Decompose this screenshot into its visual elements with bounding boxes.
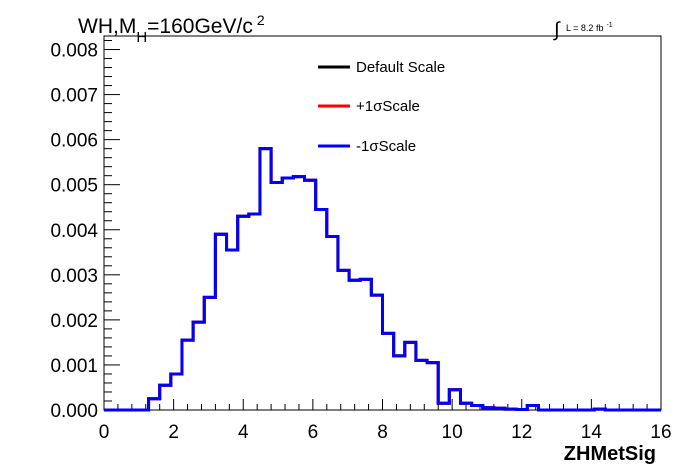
x-tick-label: 16	[650, 422, 671, 443]
lumi-label: L = 8.2 fb -1	[566, 22, 613, 33]
x-tick-label: 10	[442, 422, 463, 443]
title-subscript: H	[136, 29, 147, 46]
y-tick-label: 0.008	[50, 41, 98, 62]
title-rest: =160GeV/c	[147, 15, 253, 38]
y-tick-label: 0.000	[50, 401, 98, 422]
x-tick-label: 8	[377, 422, 388, 443]
series-group	[104, 147, 661, 412]
x-axis-label: ZHMetSig	[564, 443, 656, 465]
x-tick-label: 2	[168, 422, 179, 443]
legend-label-minus-sigma: -1σScale	[356, 138, 416, 155]
y-tick-label: 0.001	[50, 356, 98, 377]
y-tick-label: 0.004	[50, 221, 98, 242]
legend-label-default: Default Scale	[356, 59, 445, 76]
lumi-text: L = 8.2 fb	[566, 23, 603, 33]
y-tick-label: 0.002	[50, 311, 98, 332]
y-tick-label: 0.006	[50, 131, 98, 152]
plot-title: WH,MH=160GeV/c 2	[78, 12, 265, 46]
legend-label-plus-sigma: +1σScale	[356, 98, 420, 115]
lumi-integral-sign: ∫	[553, 19, 561, 41]
x-tick-label: 6	[308, 422, 319, 443]
y-tick-label: 0.007	[50, 86, 98, 107]
y-tick-label: 0.003	[50, 266, 98, 287]
x-tick-label: 14	[581, 422, 603, 443]
x-tick-label: 4	[238, 422, 249, 443]
y-tick-label: 0.005	[50, 176, 98, 197]
legend: Default Scale +1σScale -1σScale	[318, 59, 445, 155]
lumi-superscript: -1	[606, 22, 612, 29]
title-superscript: 2	[257, 12, 265, 28]
series-line-minus-sigma-scale	[104, 147, 661, 412]
x-tick-label: 12	[511, 422, 532, 443]
y-axis: 0.000 0.001 0.002 0.003 0.004 0.005 0.006 0.007…	[50, 36, 120, 422]
title-main: WH,M	[78, 15, 136, 38]
x-tick-label: 0	[99, 422, 110, 443]
